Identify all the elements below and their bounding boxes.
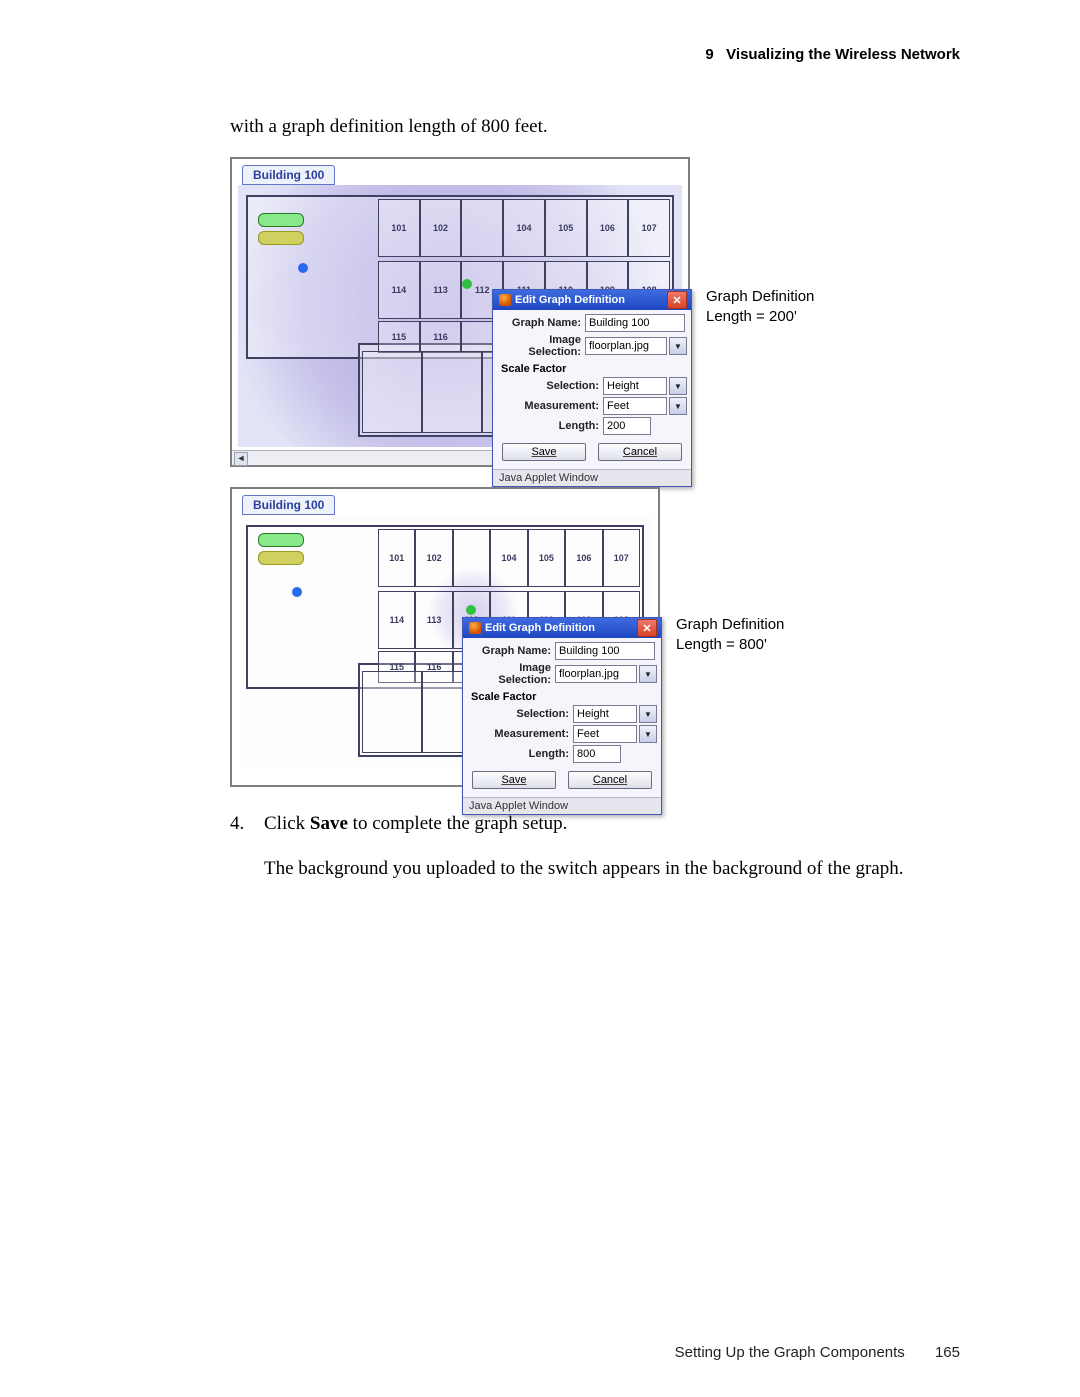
dialog-status-bar: Java Applet Window [463, 797, 661, 814]
ap-node-icon [292, 587, 302, 597]
intro-text: with a graph definition length of 800 fe… [230, 116, 960, 138]
room: 101 [378, 199, 420, 257]
graph-name-input[interactable]: Building 100 [555, 642, 655, 660]
page-footer: Setting Up the Graph Components 165 [675, 1344, 960, 1361]
length-input[interactable]: 200 [603, 417, 651, 435]
scroll-left-arrow-icon[interactable]: ◄ [234, 452, 248, 466]
ap-node-icon [298, 263, 308, 273]
room: 116 [420, 321, 462, 353]
selection-input[interactable]: Height [603, 377, 667, 395]
scale-factor-label: Scale Factor [469, 688, 655, 705]
measurement-label: Measurement: [517, 400, 601, 412]
dialog-status-bar: Java Applet Window [493, 469, 691, 486]
close-icon[interactable]: ✕ [637, 619, 657, 637]
graph-name-input[interactable]: Building 100 [585, 314, 685, 332]
room [362, 351, 422, 433]
room: 114 [378, 591, 415, 649]
room: 105 [545, 199, 587, 257]
measurement-input[interactable]: Feet [603, 397, 667, 415]
page-number: 165 [935, 1344, 960, 1361]
dialog-title: Edit Graph Definition [515, 294, 625, 306]
room-row-top: 101 102 104 105 106 107 [378, 529, 640, 587]
length-label: Length: [517, 420, 601, 432]
scale-factor-label: Scale Factor [499, 360, 685, 377]
room: 107 [603, 529, 640, 587]
ap-legend-pill [258, 551, 304, 565]
chevron-down-icon[interactable]: ▼ [669, 397, 687, 415]
chevron-down-icon[interactable]: ▼ [669, 337, 687, 355]
step-number: 4. [230, 809, 250, 838]
room: 104 [490, 529, 527, 587]
room: 114 [378, 261, 420, 319]
figure-1-caption: Graph Definition Length = 200' [706, 287, 814, 328]
room: 105 [528, 529, 565, 587]
length-label: Length: [487, 748, 571, 760]
step-4: 4. Click Save to complete the graph setu… [230, 809, 960, 884]
dialog-titlebar[interactable]: Edit Graph Definition ✕ [493, 290, 691, 310]
chapter-number: 9 [705, 46, 713, 63]
building-tab[interactable]: Building 100 [242, 495, 335, 515]
cancel-button[interactable]: Cancel [568, 771, 652, 789]
measurement-input[interactable]: Feet [573, 725, 637, 743]
measurement-label: Measurement: [487, 728, 571, 740]
ap-node-icon [466, 605, 476, 615]
image-selection-input[interactable]: floorplan.jpg [585, 337, 667, 355]
edit-graph-dialog: Edit Graph Definition ✕ Graph Name: Buil… [492, 289, 692, 487]
room: 102 [415, 529, 452, 587]
graph-name-label: Graph Name: [469, 645, 553, 657]
chevron-down-icon[interactable]: ▼ [639, 705, 657, 723]
ap-legend-pill [258, 231, 304, 245]
save-button[interactable]: Save [502, 443, 586, 461]
selection-label: Selection: [487, 708, 571, 720]
image-selection-input[interactable]: floorplan.jpg [555, 665, 637, 683]
room [461, 199, 503, 257]
java-icon [469, 622, 481, 634]
selection-label: Selection: [517, 380, 601, 392]
screenshot-1: Building 100 101 102 104 105 106 107 114 [230, 157, 690, 467]
close-icon[interactable]: ✕ [667, 291, 687, 309]
room: 106 [565, 529, 602, 587]
step-subtext: The background you uploaded to the switc… [264, 854, 960, 883]
screenshot-2: Building 100 101 102 104 105 106 107 114 [230, 487, 660, 787]
dialog-title: Edit Graph Definition [485, 622, 595, 634]
chevron-down-icon[interactable]: ▼ [639, 665, 657, 683]
room [453, 529, 490, 587]
selection-input[interactable]: Height [573, 705, 637, 723]
caption-line: Graph Definition [706, 287, 814, 307]
chapter-title: Visualizing the Wireless Network [726, 46, 960, 63]
caption-line: Length = 200' [706, 307, 814, 327]
caption-line: Length = 800' [676, 635, 784, 655]
save-button[interactable]: Save [472, 771, 556, 789]
room: 113 [415, 591, 452, 649]
room: 113 [420, 261, 462, 319]
chevron-down-icon[interactable]: ▼ [669, 377, 687, 395]
room: 115 [378, 321, 420, 353]
figure-2-caption: Graph Definition Length = 800' [676, 615, 784, 656]
cancel-button[interactable]: Cancel [598, 443, 682, 461]
room: 102 [420, 199, 462, 257]
room: 101 [378, 529, 415, 587]
ap-node-icon [462, 279, 472, 289]
room [362, 671, 422, 753]
ap-legend-pill [258, 533, 304, 547]
room [422, 351, 482, 433]
footer-section: Setting Up the Graph Components [675, 1344, 905, 1361]
image-selection-label: Image Selection: [499, 334, 583, 358]
edit-graph-dialog: Edit Graph Definition ✕ Graph Name: Buil… [462, 617, 662, 815]
room: 107 [628, 199, 670, 257]
image-selection-label: Image Selection: [469, 662, 553, 686]
room: 106 [587, 199, 629, 257]
building-tab[interactable]: Building 100 [242, 165, 335, 185]
save-keyword: Save [310, 813, 348, 834]
dialog-titlebar[interactable]: Edit Graph Definition ✕ [463, 618, 661, 638]
chevron-down-icon[interactable]: ▼ [639, 725, 657, 743]
graph-name-label: Graph Name: [499, 317, 583, 329]
java-icon [499, 294, 511, 306]
length-input[interactable]: 800 [573, 745, 621, 763]
caption-line: Graph Definition [676, 615, 784, 635]
room-row-top: 101 102 104 105 106 107 [378, 199, 670, 257]
page-header: 9 Visualizing the Wireless Network [705, 46, 960, 63]
ap-legend-pill [258, 213, 304, 227]
room: 104 [503, 199, 545, 257]
